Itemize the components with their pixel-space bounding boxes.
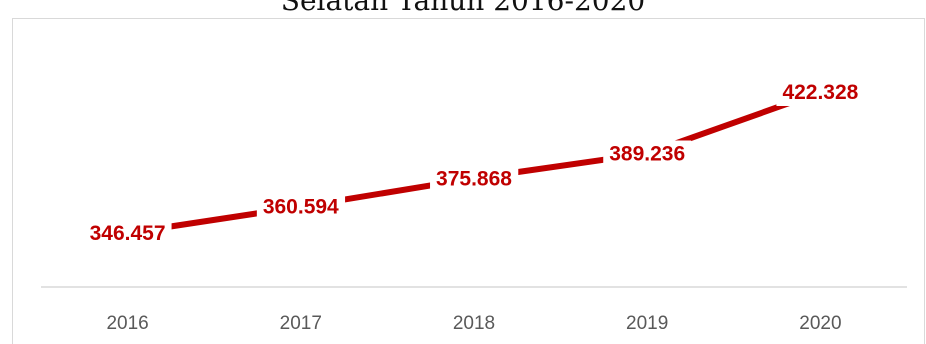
data-label-text: 422.328	[782, 81, 858, 104]
data-label-background	[256, 193, 346, 221]
data-label-2020: 422.328	[776, 79, 865, 106]
x-tick-label-2016: 2016	[106, 313, 148, 334]
data-label-text: 389.236	[609, 142, 685, 165]
series-line	[127, 89, 822, 236]
chart-frame	[12, 18, 925, 344]
data-label-2018: 375.868	[430, 165, 519, 193]
x-tick-label-2018: 2018	[453, 313, 495, 334]
chart-title: Selatan Tahun 2016-2020	[280, 0, 646, 17]
data-label-2016: 346.457	[83, 220, 172, 247]
data-label-text: 360.594	[263, 196, 339, 219]
data-label-text: 346.457	[90, 222, 166, 245]
data-label-text: 375.868	[436, 167, 512, 190]
x-tick-label-2020: 2020	[799, 313, 841, 334]
data-label-2017: 360.594	[256, 193, 346, 221]
data-label-background	[430, 165, 519, 193]
data-label-background	[83, 220, 172, 247]
x-tick-label-2019: 2019	[626, 313, 668, 334]
data-label-2019: 389.236	[603, 140, 692, 168]
data-label-background	[776, 79, 865, 106]
data-label-background	[603, 140, 692, 168]
x-tick-label-2017: 2017	[280, 313, 322, 334]
